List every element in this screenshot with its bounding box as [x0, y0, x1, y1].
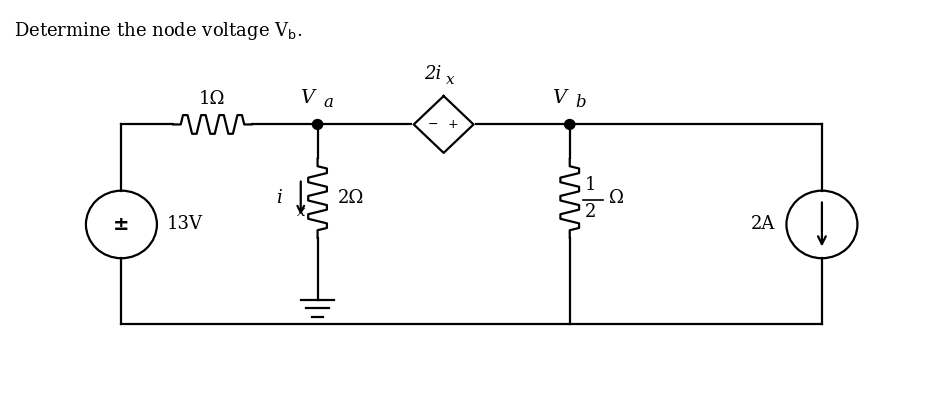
Text: −: − [428, 118, 439, 131]
Text: Ω: Ω [609, 189, 624, 207]
Text: x: x [446, 73, 455, 87]
Text: Determine the node voltage V$_\mathrm{b}$.: Determine the node voltage V$_\mathrm{b}… [14, 20, 303, 42]
Text: V: V [552, 89, 566, 107]
Text: +: + [447, 118, 459, 131]
Text: 2i: 2i [424, 65, 441, 83]
Text: 1: 1 [585, 176, 596, 194]
Text: x: x [297, 205, 305, 219]
Text: V: V [300, 89, 314, 107]
Text: 2Ω: 2Ω [338, 189, 364, 207]
Text: 2: 2 [585, 203, 596, 221]
Text: ±: ± [113, 215, 130, 234]
Text: 13V: 13V [166, 216, 203, 234]
Text: 2A: 2A [751, 216, 775, 234]
Text: a: a [323, 94, 333, 111]
Text: i: i [276, 189, 282, 207]
Circle shape [312, 120, 323, 129]
Text: 1Ω: 1Ω [199, 90, 226, 108]
Text: b: b [575, 94, 586, 111]
Circle shape [565, 120, 574, 129]
